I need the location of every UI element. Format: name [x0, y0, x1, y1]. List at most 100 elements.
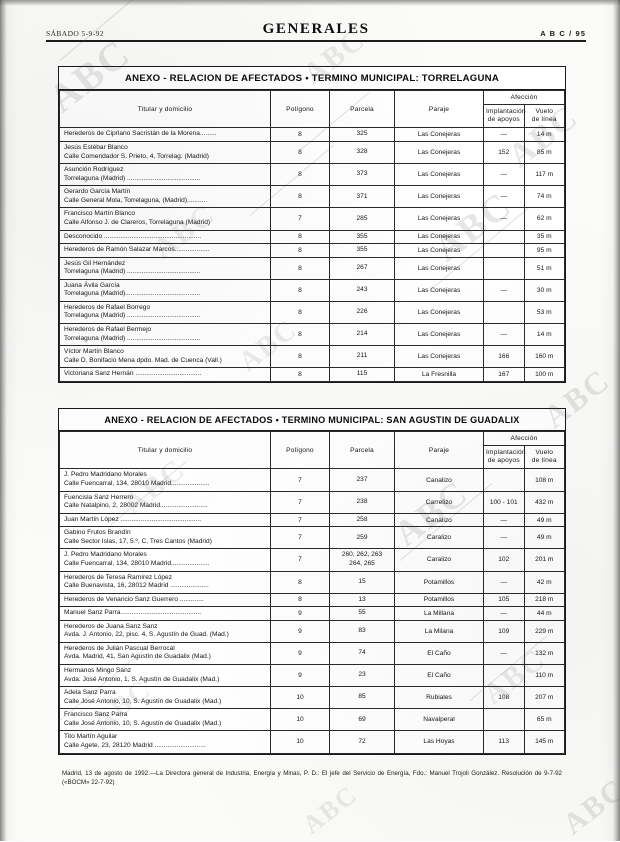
- cell-parcela: 211: [329, 345, 395, 369]
- cell-parcela: 85: [329, 686, 395, 710]
- cell-implantacion: 152: [483, 141, 525, 165]
- cell-paraje: El Caño: [394, 664, 484, 688]
- cell-implantacion: [483, 229, 525, 245]
- cell-implantacion: —: [483, 526, 525, 550]
- header-row-top: Titular y domicilio Polígono Parcela Par…: [59, 430, 565, 470]
- cell-paraje: Las Conejeras: [394, 185, 484, 209]
- titular-address: Torrelaguna (Madrid) ...................…: [64, 174, 201, 182]
- table-row: J. Pedro Madridano Morales Calle Fuencarr…: [59, 468, 565, 492]
- cell-parcela: 238: [329, 490, 395, 514]
- table-banner: ANEXO - RELACION DE AFECTADOS • TERMINO …: [59, 67, 565, 90]
- cell-implantacion: —: [483, 570, 525, 594]
- cell-parcela: 260, 262, 263 264, 265: [329, 548, 395, 572]
- table-row: Victoriana Sanz Hernán .................…: [59, 367, 565, 382]
- cell-poligono: 9: [270, 619, 330, 643]
- affected-parties-table-torrelaguna: ANEXO - RELACION DE AFECTADOS • TERMINO …: [58, 66, 566, 383]
- cell-paraje: Las Conejeras: [394, 229, 484, 245]
- titular-name: Herederos de Julián Pascual Berrocal: [64, 644, 175, 652]
- cell-parcela: 83: [329, 619, 395, 643]
- cell-titular: Desconocido ............................…: [59, 229, 271, 245]
- table-row: Asunción Rodríguez Torrelaguna (Madrid) .…: [59, 163, 565, 187]
- cell-poligono: 8: [270, 323, 330, 347]
- titular-address: Calle Fuencarral, 134, 28010 Madrid.....…: [64, 480, 210, 488]
- cell-poligono: 8: [270, 163, 330, 187]
- cell-poligono: 8: [270, 185, 330, 209]
- table-row: Herederos de Ramón Salazar Marcos.......…: [59, 243, 565, 258]
- titular-address: Calle Alfonso J. de Clareros, Torrelagun…: [64, 218, 211, 226]
- cell-poligono: 7: [270, 468, 330, 492]
- cell-implantacion: —: [483, 278, 525, 302]
- titular-name: Herederos de Rafael Bermejo: [64, 326, 152, 334]
- cell-titular: Juana Ávila García Torrelaguna (Madrid)..…: [59, 278, 271, 302]
- cell-parcela: 243: [329, 278, 395, 302]
- cell-poligono: 8: [270, 141, 330, 165]
- titular-name: J. Pedro Madridano Morales: [64, 471, 147, 479]
- cell-vuelo: 14 m: [523, 127, 565, 143]
- col-header-vuelo-line2: de línea: [531, 116, 557, 124]
- cell-parcela: 258: [329, 512, 395, 528]
- cell-poligono: 9: [270, 664, 330, 688]
- cell-vuelo: 65 m: [523, 708, 565, 732]
- cell-parcela: 328: [329, 141, 395, 165]
- cell-parcela: 237: [329, 468, 395, 492]
- table-row: Desconocido ............................…: [59, 229, 565, 245]
- cell-implantacion: [483, 243, 525, 258]
- cell-poligono: 8: [270, 300, 330, 325]
- col-header-parcela: Parcela: [329, 89, 395, 129]
- cell-titular: Herederos de Ciprlano Sacristán de la Mo…: [59, 127, 271, 143]
- parcela-line: 260, 262, 263: [341, 551, 383, 559]
- cell-poligono: 8: [270, 243, 330, 258]
- cell-titular: Francisco Martín Blanco Calle Alfonso J. …: [59, 207, 271, 231]
- titular-name: Herederos de Teresa Ramírez López: [64, 573, 172, 581]
- titular-address: Calle D. Bonifacio Mena dpdo. Mad. de Cu…: [64, 356, 222, 364]
- cell-poligono: 8: [270, 367, 330, 382]
- cell-implantacion: 105: [483, 592, 525, 608]
- cell-poligono: 8: [270, 345, 330, 369]
- cell-poligono: 9: [270, 606, 330, 621]
- cell-parcela: 13: [329, 592, 395, 608]
- cell-paraje: Potamillos: [394, 592, 484, 608]
- cell-titular: Herederos de Julián Pascual Berrocal Avda…: [59, 641, 271, 666]
- titular-address: Torrelaguna (Madrid)....................…: [64, 290, 201, 298]
- col-header-afeccion: Afección: [483, 431, 565, 446]
- cell-paraje: Las Conejeras: [394, 300, 484, 325]
- cell-implantacion: —: [483, 641, 525, 666]
- titular-name: Herederos de Ciprlano Sacristán de la Mo…: [64, 130, 217, 138]
- cell-vuelo: 108 m: [523, 468, 565, 492]
- cell-vuelo: 62 m: [523, 207, 565, 231]
- cell-vuelo: 53 m: [523, 300, 565, 325]
- table-row: Víctor Martín Blanco Calle D. Bonifacio M…: [59, 345, 565, 369]
- masthead: SÁBADO 5-9-92 GENERALES A B C / 95: [46, 21, 586, 44]
- cell-titular: Hermanos Mingo Sanz Avda. José Antonio, 1…: [59, 664, 271, 688]
- col-header-vuelo-line1: Vuelo: [535, 449, 554, 456]
- table-row: Adela Sanz Parra Calle José Antonio, 10, …: [59, 686, 565, 710]
- cell-vuelo: 145 m: [523, 730, 565, 754]
- col-header-implantacion: Implantación de apoyos: [483, 444, 526, 470]
- titular-name: Gabino Frutos Brandín: [64, 529, 131, 537]
- cell-poligono: 7: [270, 490, 330, 514]
- titular-name: Víctor Martín Blanco: [64, 348, 124, 356]
- table-row: Fuencisla Sanz Herrero Calle Natalpino, 2…: [59, 490, 565, 514]
- cell-implantacion: —: [483, 606, 525, 621]
- titular-address: Avda. José Antonio, 1, S. Agustín de Gua…: [64, 675, 220, 683]
- cell-titular: Juan Martín López ......................…: [59, 512, 271, 528]
- cell-titular: Manuel Sanz Parra.......................…: [59, 606, 271, 621]
- table-row: J. Pedro Madridano Morales Calle Fuencarr…: [59, 548, 565, 572]
- cell-parcela: 214: [329, 323, 395, 347]
- cell-titular: Fuencisla Sanz Herrero Calle Natalpino, 2…: [59, 490, 271, 514]
- cell-titular: Adela Sanz Parra Calle José Antonio, 10, …: [59, 686, 271, 710]
- table-body: J. Pedro Madridano Morales Calle Fuencarr…: [59, 468, 565, 754]
- cell-poligono: 7: [270, 207, 330, 231]
- titular-name: Jesús Estébar Blanco: [64, 144, 128, 152]
- cell-titular: J. Pedro Madridano Morales Calle Fuencarr…: [59, 548, 271, 572]
- section-title: GENERALES: [262, 21, 370, 37]
- cell-parcela: 15: [329, 570, 395, 594]
- page-edge-top: [0, 0, 620, 6]
- cell-implantacion: 167: [483, 367, 525, 382]
- page-edge-left: [0, 0, 7, 841]
- cell-titular: J. Pedro Madridano Morales Calle Fuencarr…: [59, 468, 271, 492]
- table-banner: ANEXO - RELACION DE AFECTADOS • TERMINO …: [59, 409, 565, 431]
- cell-implantacion: [483, 300, 525, 325]
- cell-paraje: Carrelizo: [394, 490, 484, 514]
- cell-vuelo: 132 m: [523, 641, 565, 666]
